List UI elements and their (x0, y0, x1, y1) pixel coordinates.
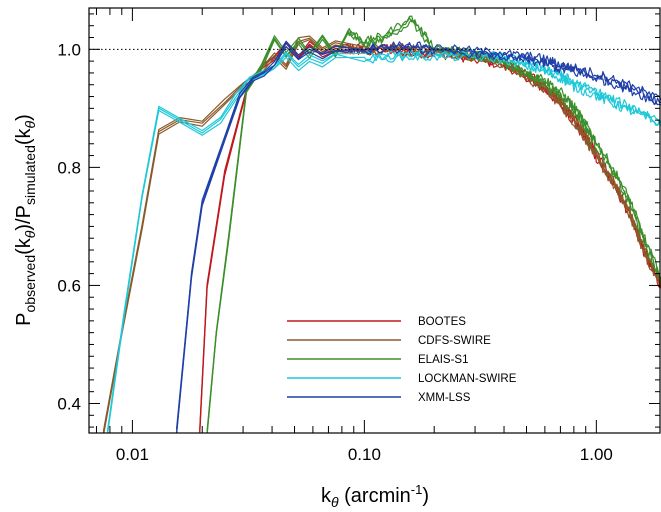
x-tick-label: 0.01 (116, 445, 149, 464)
y-tick-label: 0.6 (57, 276, 81, 295)
series-elais-s1-trace-3 (206, 15, 661, 431)
y-tick-label: 0.8 (57, 158, 81, 177)
x-tick-label: 0.10 (348, 445, 381, 464)
plot-frame (88, 7, 661, 434)
series-cdfs-swire-trace-3 (102, 35, 661, 432)
series-elais-s1 (206, 15, 661, 433)
series-lockman-swire-trace-3 (106, 48, 661, 432)
series-cdfs-swire-trace-2 (102, 37, 661, 433)
series-xmm-lss-trace-3 (175, 40, 661, 430)
series-bootes-trace-3 (199, 40, 661, 430)
series-xmm-lss-trace-2 (175, 42, 661, 433)
series-cdfs-swire (102, 35, 661, 433)
series-elais-s1-trace-2 (206, 17, 661, 433)
series-layer (102, 15, 661, 433)
y-axis-label: Pobserved(kθ)/Psimulated(kθ) (13, 114, 38, 326)
y-tick-label: 0.4 (57, 394, 81, 413)
series-xmm-lss-trace-1 (176, 45, 661, 433)
series-cdfs-swire-trace-1 (103, 39, 661, 433)
tick-layer: 0.4 0.6 0.8 1.0 0.01 0.10 1.00 (57, 8, 660, 464)
series-xmm-lss (175, 40, 661, 433)
legend-label-elais-s1: ELAIS-S1 (418, 354, 469, 366)
legend-label-lockman-swire: LOCKMAN-SWIRE (418, 373, 517, 385)
legend-label-cdfs-swire: CDFS-SWIRE (418, 335, 491, 347)
legend-label-bootes: BOOTES (418, 316, 466, 328)
legend-label-xmm-lss: XMM-LSS (418, 392, 471, 404)
legend: BOOTES CDFS-SWIRE ELAIS-S1 LOCKMAN-SWIRE XMM… (287, 316, 517, 404)
y-tick-label: 1.0 (57, 40, 81, 59)
x-axis-label: kθ (arcmin-1) (321, 482, 429, 510)
x-tick-label: 1.00 (580, 445, 613, 464)
